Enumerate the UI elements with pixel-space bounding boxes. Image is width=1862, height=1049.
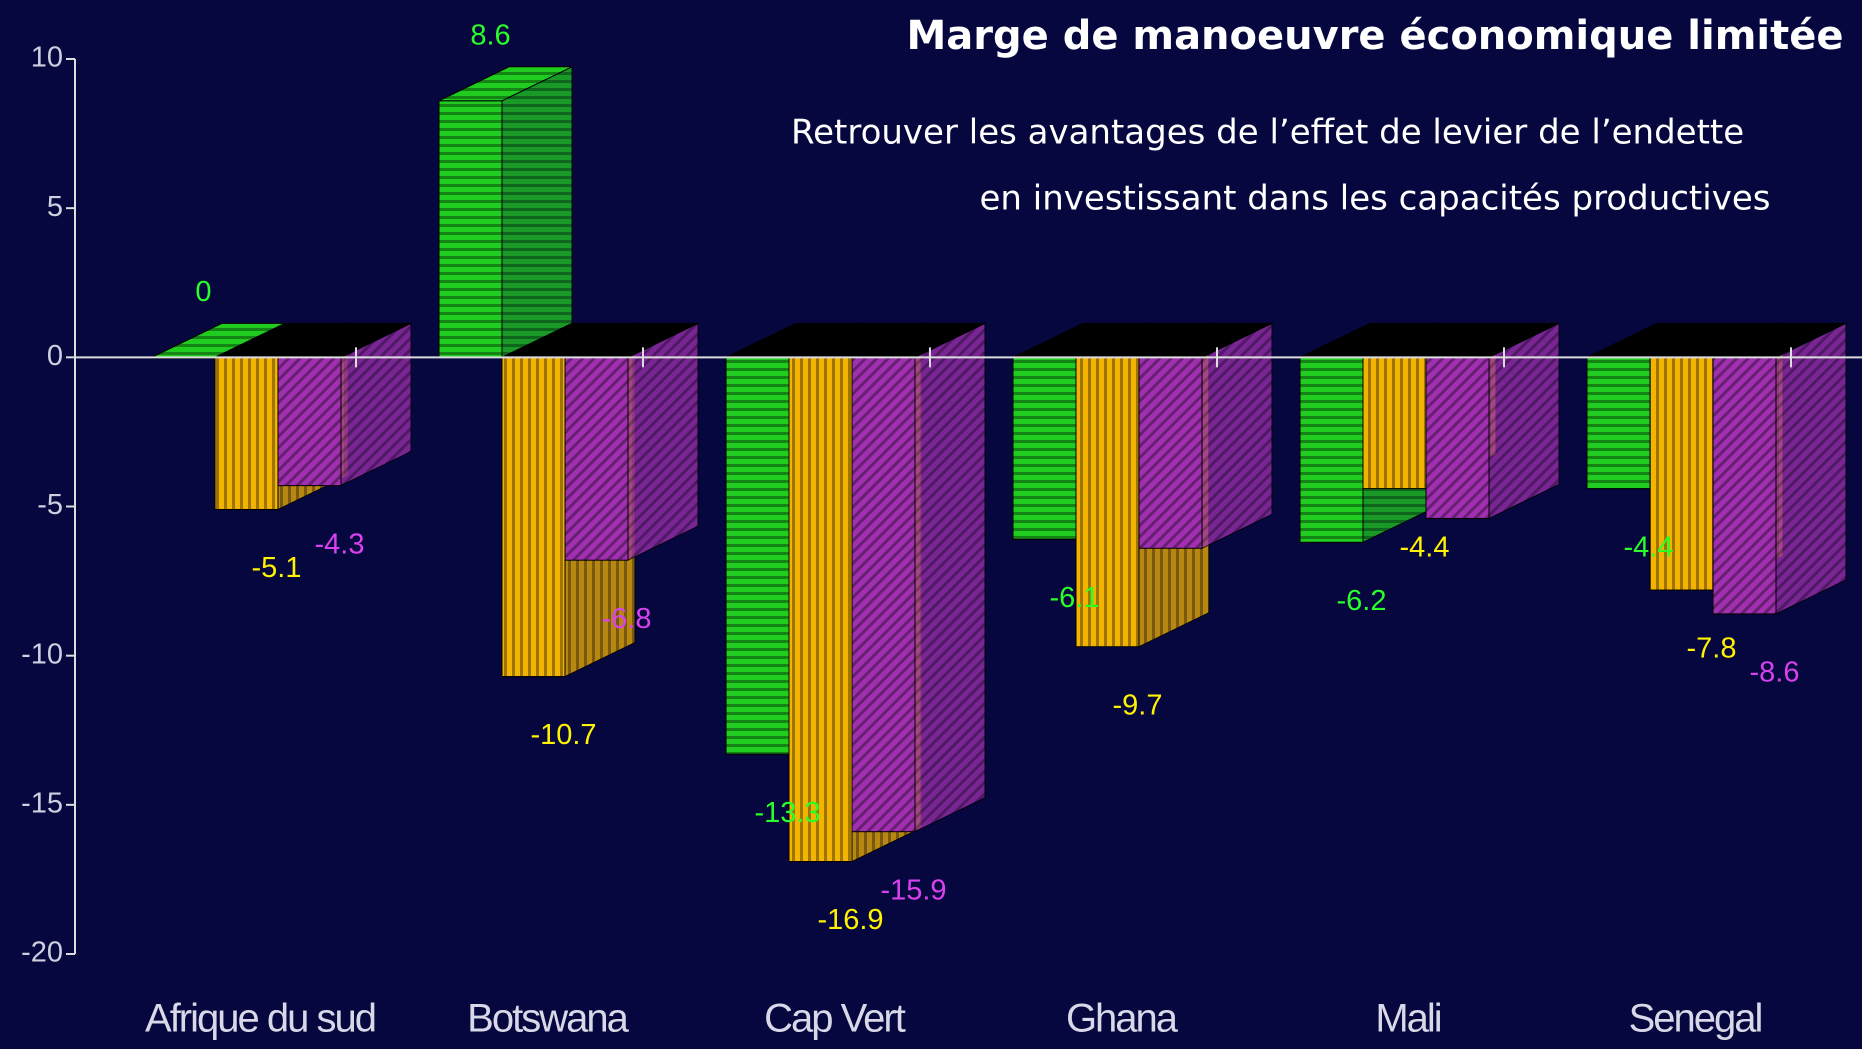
x-tick-label: Cap Vert [764, 997, 906, 1041]
bar [1012, 356, 1077, 540]
value-label: -15.9 [880, 874, 946, 906]
bar-side [501, 65, 573, 359]
bar-side [1775, 322, 1847, 615]
bar-side [627, 322, 699, 561]
chart-subtitle: Retrouver les avantages de l’effet de le… [791, 113, 1744, 153]
value-label: -16.9 [817, 904, 883, 936]
value-label: 0 [195, 276, 211, 308]
bar-top [438, 66, 573, 102]
value-label: -9.7 [1113, 689, 1163, 721]
bar [1425, 356, 1490, 519]
x-tick-label: Botswana [467, 997, 629, 1041]
value-label: -7.8 [1687, 633, 1737, 665]
chart-subtitle: en investissant dans les capacités produ… [980, 179, 1771, 219]
bar-side [914, 322, 986, 833]
bar [501, 356, 566, 678]
value-label: -4.3 [315, 528, 365, 560]
x-tick-label: Ghana [1066, 997, 1179, 1041]
bar [851, 356, 916, 833]
value-label: -4.4 [1624, 531, 1674, 563]
bar [277, 356, 342, 487]
value-label: -8.6 [1750, 657, 1800, 689]
bar [1649, 356, 1714, 591]
value-label: -6.1 [1050, 582, 1100, 614]
bar [1299, 356, 1364, 543]
y-tick-label: 5 [47, 191, 63, 223]
x-tick-label: Mali [1375, 997, 1440, 1041]
y-tick-label: 10 [31, 42, 63, 74]
y-tick-label: -15 [21, 787, 63, 819]
y-tick-label: -10 [21, 638, 63, 670]
bar [725, 356, 790, 755]
value-label: -4.4 [1400, 531, 1450, 563]
x-tick-label: Afrique du sud [145, 997, 375, 1041]
y-tick-label: -5 [37, 489, 63, 521]
x-tick-label: Senegal [1629, 997, 1762, 1041]
chart-title: Marge de manoeuvre économique limitée [906, 13, 1843, 59]
y-tick-label: 0 [47, 340, 63, 372]
value-label: -6.2 [1337, 585, 1387, 617]
value-label: 8.6 [470, 19, 510, 51]
y-tick-label: -20 [21, 937, 63, 969]
value-label: -6.8 [602, 603, 652, 635]
value-label: -10.7 [530, 719, 596, 751]
value-label: -13.3 [754, 797, 820, 829]
bar [1712, 356, 1777, 615]
bar [438, 100, 503, 358]
bar [214, 356, 279, 510]
bar [564, 356, 629, 561]
value-label: -5.1 [252, 552, 302, 584]
bar [1075, 356, 1140, 648]
bar [1138, 356, 1203, 549]
bar [1362, 356, 1427, 490]
bar [788, 356, 853, 863]
bar [1586, 356, 1651, 490]
